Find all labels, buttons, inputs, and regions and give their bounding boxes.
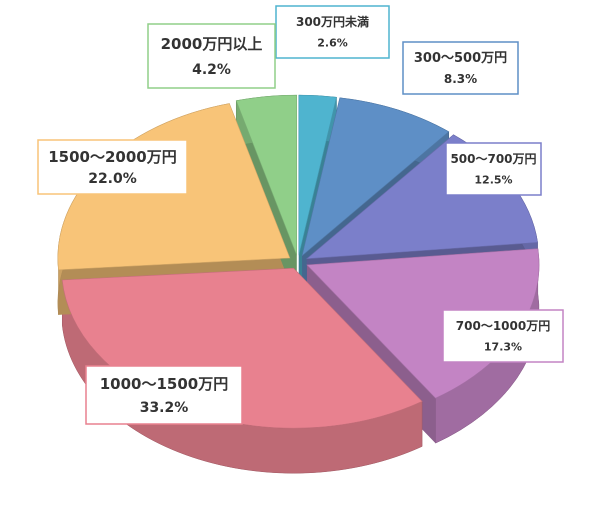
value-label: 4.2% (192, 62, 231, 78)
value-label: 22.0% (88, 171, 137, 187)
category-label: 300万円未満 (296, 14, 369, 29)
label-box (85, 365, 243, 425)
value-label: 8.3% (444, 72, 477, 86)
label-box (37, 139, 188, 195)
label-box (442, 309, 564, 363)
category-label: 1500〜2000万円 (48, 148, 177, 166)
slice (298, 94, 337, 256)
value-label: 12.5% (474, 173, 512, 186)
label-box (445, 142, 542, 196)
category-label: 700〜1000万円 (456, 319, 550, 333)
label-box (402, 41, 519, 95)
category-label: 300〜500万円 (414, 51, 507, 66)
label-box (275, 5, 390, 59)
value-label: 33.2% (140, 400, 189, 416)
slice (301, 97, 450, 257)
slice (235, 94, 297, 256)
value-label: 17.3% (484, 340, 522, 353)
category-label: 1000〜1500万円 (100, 375, 229, 393)
value-label: 2.6% (317, 36, 348, 49)
category-label: 500〜700万円 (450, 152, 536, 166)
category-label: 2000万円以上 (161, 35, 263, 53)
label-box (147, 23, 276, 89)
